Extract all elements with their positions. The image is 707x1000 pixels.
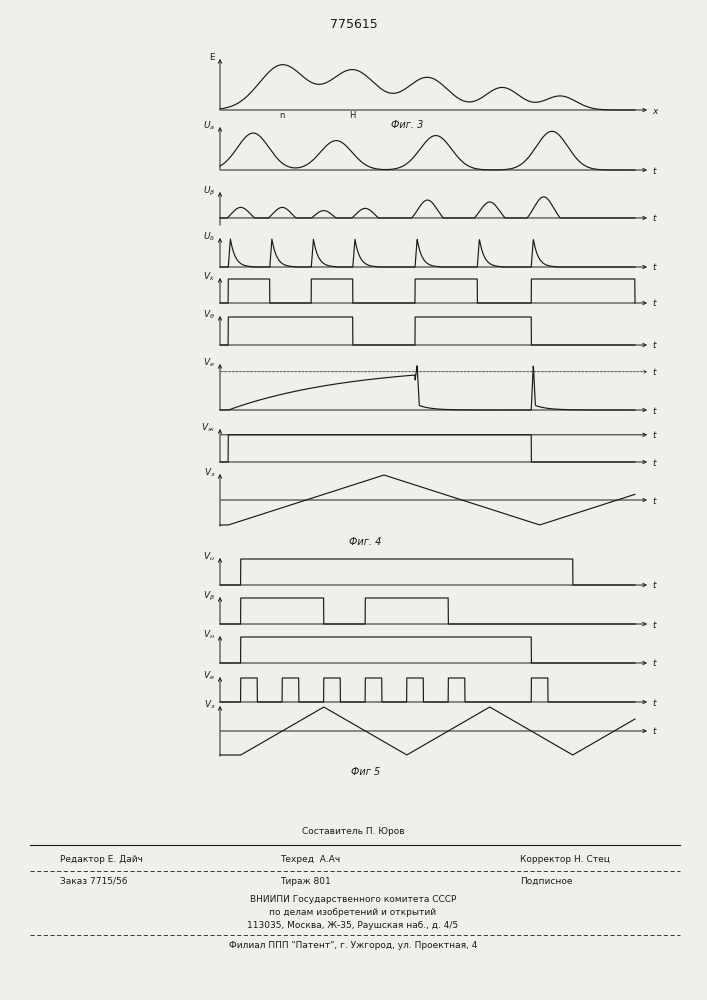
Text: Корректор Н. Стец: Корректор Н. Стец xyxy=(520,855,610,864)
Text: t: t xyxy=(652,214,655,223)
Text: t: t xyxy=(652,728,655,736)
Text: t: t xyxy=(652,166,655,176)
Text: $V_e$: $V_e$ xyxy=(203,670,215,682)
Text: 775615: 775615 xyxy=(329,18,378,31)
Text: $V_н$: $V_н$ xyxy=(203,629,215,641)
Text: $U_δ$: $U_δ$ xyxy=(203,231,215,243)
Text: по делам изобретений и открытий: по делам изобретений и открытий xyxy=(269,908,436,917)
Text: t: t xyxy=(652,458,655,468)
Text: $V_θ$: $V_θ$ xyxy=(203,309,215,321)
Text: $V_з$: $V_з$ xyxy=(204,467,215,479)
Text: $V_з$: $V_з$ xyxy=(204,699,215,711)
Text: Филиал ППП "Патент", г. Ужгород, ул. Проектная, 4: Филиал ППП "Патент", г. Ужгород, ул. Про… xyxy=(229,941,477,950)
Text: t: t xyxy=(652,300,655,308)
Text: H: H xyxy=(350,111,356,120)
Text: t: t xyxy=(652,660,655,668)
Text: t: t xyxy=(652,620,655,630)
Text: ВНИИПИ Государственного комитета СССР: ВНИИПИ Государственного комитета СССР xyxy=(250,895,456,904)
Text: t: t xyxy=(652,368,655,377)
Text: t: t xyxy=(652,406,655,416)
Text: $V_β$: $V_β$ xyxy=(203,589,215,603)
Text: $V_ж$: $V_ж$ xyxy=(201,422,215,434)
Text: Фиг. 4: Фиг. 4 xyxy=(349,537,382,547)
Text: $U_β$: $U_β$ xyxy=(202,184,215,198)
Text: $V_k$: $V_k$ xyxy=(203,271,215,283)
Text: Техред  А.Ач: Техред А.Ач xyxy=(280,855,340,864)
Text: $V_u$: $V_u$ xyxy=(203,551,215,563)
Text: n: n xyxy=(279,111,285,120)
Text: t: t xyxy=(652,698,655,708)
Text: $U_a$: $U_a$ xyxy=(203,120,215,132)
Text: E: E xyxy=(209,53,215,62)
Text: t: t xyxy=(652,342,655,351)
Text: Фиг. 3: Фиг. 3 xyxy=(390,120,423,130)
Text: Подписное: Подписное xyxy=(520,877,573,886)
Text: Заказ 7715/56: Заказ 7715/56 xyxy=(60,877,127,886)
Text: Составитель П. Юров: Составитель П. Юров xyxy=(302,826,404,836)
Text: t: t xyxy=(652,582,655,590)
Text: t: t xyxy=(652,496,655,506)
Text: Фиг 5: Фиг 5 xyxy=(351,767,380,777)
Text: t: t xyxy=(652,263,655,272)
Text: t: t xyxy=(652,431,655,440)
Text: Тираж 801: Тираж 801 xyxy=(280,877,331,886)
Text: $V_e$: $V_e$ xyxy=(203,357,215,369)
Text: x: x xyxy=(652,106,658,115)
Text: 113035, Москва, Ж-35, Раушская наб., д. 4/5: 113035, Москва, Ж-35, Раушская наб., д. … xyxy=(247,921,459,930)
Text: Редактор Е. Дайч: Редактор Е. Дайч xyxy=(60,855,143,864)
